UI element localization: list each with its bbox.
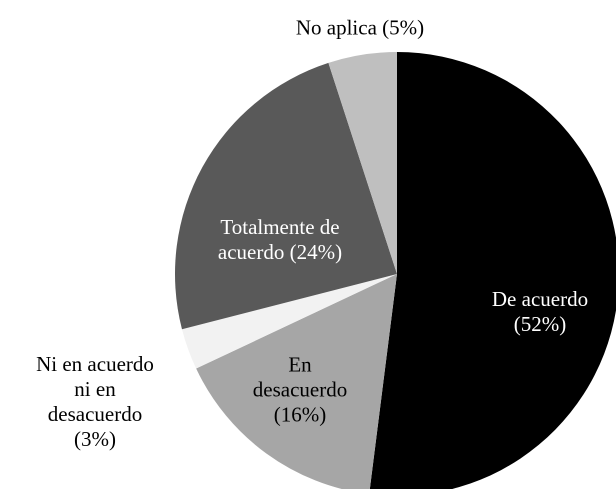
- category-label: En desacuerdo: [252, 352, 348, 402]
- category-label: Totalmente de acuerdo: [217, 215, 340, 264]
- pie-slice: [369, 52, 616, 489]
- slice-label: Totalmente de acuerdo (24%): [190, 215, 370, 265]
- value-label: (52%): [513, 312, 567, 336]
- slice-label: No aplica (5%): [296, 16, 424, 41]
- category-label: De acuerdo: [491, 287, 589, 311]
- pie-slice: [174, 62, 397, 330]
- slice-label: De acuerdo (52%): [470, 287, 610, 337]
- value-label: (5%): [382, 15, 425, 40]
- category-label: Ni en acuerdo ni en desacuerdo: [36, 352, 154, 426]
- value-label: (16%): [273, 402, 327, 427]
- pie-slice: [181, 274, 397, 369]
- slice-label: Ni en acuerdo ni en desacuerdo (3%): [28, 352, 163, 452]
- value-label: (3%): [74, 427, 116, 451]
- category-label: No aplica: [295, 15, 377, 40]
- slice-label: En desacuerdo (16%): [241, 353, 359, 428]
- value-label: (24%): [289, 240, 343, 264]
- pie-slice: [196, 274, 397, 489]
- pie-slice: [328, 52, 397, 274]
